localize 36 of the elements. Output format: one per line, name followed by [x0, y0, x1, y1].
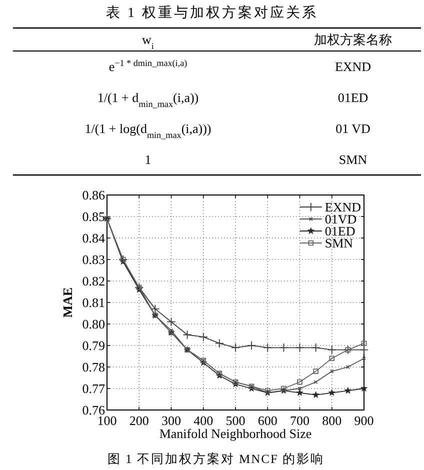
table-cell: e$^{−1 * dmin_max(i,a)}$: [108, 58, 188, 74]
x-tick: 800: [322, 413, 342, 428]
x-tick: 400: [194, 413, 214, 428]
y-label: MAE: [60, 287, 75, 318]
y-tick: 0.83: [82, 252, 105, 267]
table-cell: SMN: [338, 152, 368, 167]
table-cell: 1: [144, 152, 152, 167]
legend-label: SMN: [324, 236, 354, 250]
table-cell: 01ED: [338, 90, 368, 105]
table-cell: EXND: [334, 59, 372, 74]
figure-caption: 图 1 不同加权方案对 MNCF 的影响: [107, 452, 325, 466]
table-caption: 表 1 权重与加权方案对应关系: [106, 6, 318, 21]
y-tick: 0.80: [82, 316, 105, 332]
x-tick: 900: [354, 413, 374, 428]
x-tick: 600: [258, 413, 278, 428]
y-tick: 0.84: [82, 230, 105, 246]
x-tick: 200: [129, 413, 149, 428]
legend-label: 01VD: [324, 212, 357, 226]
y-tick: 0.79: [82, 338, 105, 353]
y-tick: 0.82: [82, 274, 105, 288]
x-tick: 300: [162, 413, 181, 428]
table-cell: 加权方案名称: [314, 32, 392, 47]
x-tick: 700: [290, 413, 310, 428]
table-cell: 1/(1 + d$_{min_max}$(i,a)): [97, 90, 199, 109]
table-cell: w$_{i}$: [142, 32, 154, 51]
x-label: Manifold Neighborhood Size: [159, 426, 312, 441]
y-tick: 0.86: [82, 188, 105, 202]
y-tick: 0.77: [82, 381, 105, 396]
y-tick: 0.78: [82, 360, 105, 374]
table-cell: 1/(1 + log(d$_{min_max}$(i,a))): [84, 121, 212, 140]
y-tick: 0.81: [82, 295, 105, 310]
y-tick: 0.85: [82, 209, 105, 224]
legend-label: 01ED: [324, 224, 356, 238]
table-cell: 01 VD: [336, 121, 370, 136]
legend-label: EXND: [324, 200, 361, 214]
x-tick: 500: [226, 413, 246, 428]
